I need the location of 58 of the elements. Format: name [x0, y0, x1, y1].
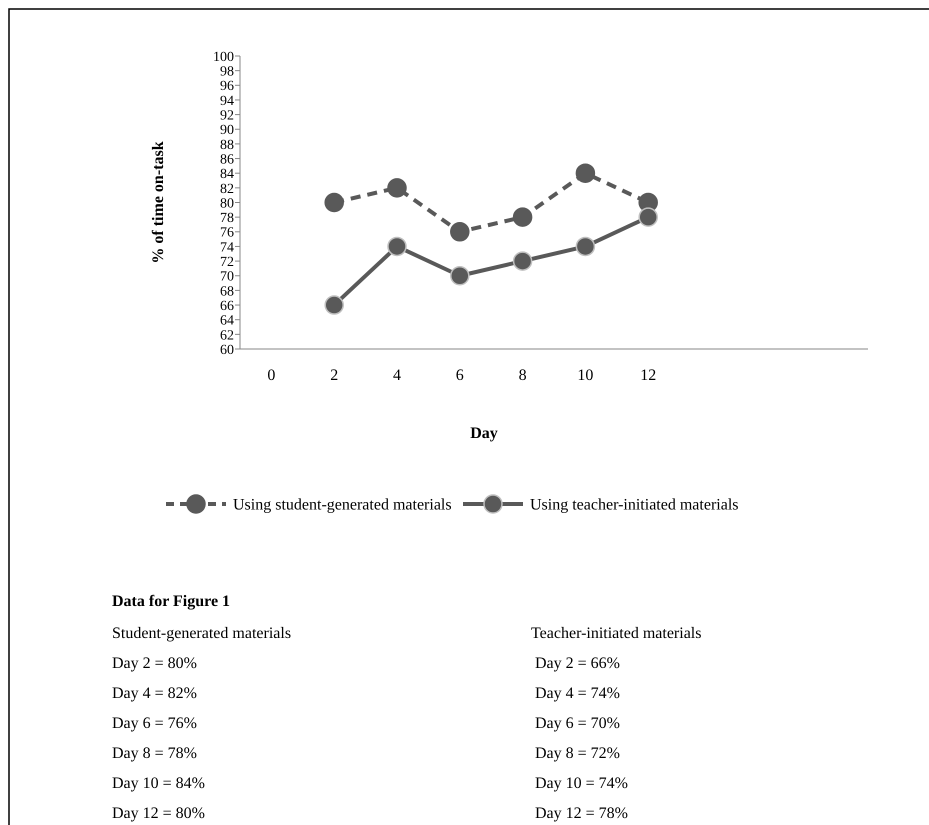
x-tick-label: 8 — [518, 367, 527, 384]
text: Day 2 = 66% — [535, 655, 620, 672]
text: Data for Figure 1 — [112, 593, 230, 610]
x-tick-label: 4 — [393, 367, 401, 384]
text: Day 8 = 78% — [112, 745, 198, 762]
y-tick-label: 68 — [220, 284, 234, 300]
text: Student-generated materials — [112, 625, 292, 642]
y-tick-label: 64 — [220, 314, 234, 329]
point — [387, 178, 407, 198]
text: Day 12 = 78% — [535, 805, 628, 822]
text: Day 8 = 72% — [535, 745, 620, 762]
text: Day 4 = 74% — [535, 685, 620, 702]
y-tick-label: 92 — [220, 108, 234, 124]
x-tick-label: 2 — [330, 367, 338, 384]
y-tick-label: 60 — [220, 342, 234, 358]
point — [324, 192, 344, 212]
text: Teacher-initiated materials — [531, 625, 702, 642]
text: Day 10 = 84% — [112, 775, 206, 792]
legend-label: Using student-generated materials — [233, 496, 452, 514]
y-tick-label: 62 — [220, 328, 234, 344]
y-tick-label: 86 — [220, 152, 234, 168]
x-tick-label: 6 — [456, 367, 464, 384]
text: Day 6 = 70% — [535, 715, 620, 732]
point — [512, 251, 532, 271]
text: Day 12 = 80% — [112, 805, 206, 822]
x-axis-title: Day — [470, 425, 498, 442]
y-tick-label: 84 — [220, 167, 234, 182]
legend-label: Using teacher-initiated materials — [530, 496, 738, 514]
y-tick-label: 72 — [220, 255, 234, 270]
point — [324, 295, 344, 315]
y-tick-label: 82 — [220, 182, 234, 197]
y-axis-title: % of time on-task — [150, 141, 167, 264]
y-tick-label: 66 — [220, 298, 234, 314]
y-tick-label: 76 — [220, 226, 234, 241]
y-tick-label: 78 — [220, 211, 234, 226]
y-tick-label: 94 — [220, 94, 234, 109]
text: Day 6 = 76% — [112, 715, 198, 732]
x-tick-label: 10 — [577, 367, 594, 384]
point — [450, 222, 470, 242]
point — [450, 266, 470, 286]
y-tick-label: 100 — [213, 50, 234, 65]
y-tick-label: 98 — [220, 64, 234, 80]
y-tick-label: 90 — [220, 123, 234, 138]
text: Day 10 = 74% — [535, 775, 628, 792]
y-tick-label: 96 — [220, 79, 234, 94]
y-tick-label: 80 — [220, 196, 234, 212]
point — [387, 236, 407, 256]
point — [576, 163, 596, 183]
text: Day 2 = 80% — [112, 655, 198, 672]
y-tick-label: 70 — [220, 270, 234, 285]
x-tick-label: 0 — [267, 367, 276, 384]
point — [512, 207, 532, 227]
y-tick-label: 88 — [220, 138, 234, 153]
y-tick-label: 74 — [220, 240, 234, 256]
x-tick-label: 12 — [640, 367, 656, 384]
point — [638, 207, 658, 227]
point — [576, 236, 596, 256]
text: Day 4 = 82% — [112, 685, 198, 702]
